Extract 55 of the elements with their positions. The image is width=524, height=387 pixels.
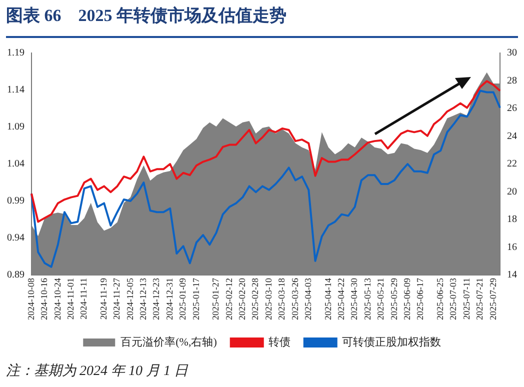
- x-tick-label: 2024-10-16: [39, 278, 50, 320]
- x-tick-label: 2025-01-17: [190, 278, 201, 320]
- x-tick-label: 2024-10-08: [26, 278, 36, 320]
- x-tick-label: 2025-02-12: [224, 278, 234, 320]
- x-tick-label: 2024-11-01: [65, 278, 76, 320]
- x-tick-label: 2024-11-27: [112, 278, 122, 320]
- x-tick-label: 2024-12-31: [164, 278, 174, 320]
- y-tick-label: 0.89: [7, 270, 24, 281]
- legend-label: 百元溢价率(%,右轴): [120, 335, 218, 348]
- x-tick-label: 2025-04-03: [303, 278, 313, 320]
- y-tick-label: 0.94: [7, 232, 24, 244]
- y2-tick-label: 28: [507, 75, 517, 86]
- x-tick-label: 2024-12-05: [124, 278, 135, 320]
- x-tick-label: 2025-04-22: [336, 278, 346, 320]
- x-tick-label: 2025-05-13: [362, 278, 372, 320]
- x-tick-label: 2025-07-21: [474, 278, 485, 320]
- x-tick-label: 2025-02-20: [237, 278, 248, 320]
- y-tick-label: 1.09: [7, 122, 24, 133]
- x-tick-label: 2025-06-09: [402, 278, 412, 320]
- x-tick-label: 2025-06-25: [434, 278, 445, 320]
- legend-label: 可转债正股加权指数: [342, 335, 441, 348]
- y2-tick-label: 30: [507, 48, 517, 59]
- x-tick-label: 2024-10-24: [52, 278, 62, 320]
- legend-label: 转债: [268, 336, 290, 348]
- x-tick-label: 2025-07-11: [461, 278, 472, 320]
- y-tick-label: 1.19: [7, 48, 24, 59]
- x-tick-label: 2025-04-30: [349, 278, 360, 320]
- y-tick-label: 1.04: [7, 158, 24, 170]
- x-tick-label: 2025-03-26: [290, 278, 300, 320]
- x-tick-label: 2025-06-17: [415, 278, 426, 320]
- y2-tick-label: 16: [507, 242, 517, 253]
- x-tick-label: 2025-01-09: [178, 278, 188, 320]
- x-tick-label: 2024-12-13: [138, 278, 148, 320]
- x-tick-label: 2025-02-28: [250, 278, 260, 320]
- y2-tick-label: 20: [507, 186, 517, 198]
- x-tick-label: 2025-01-27: [210, 278, 221, 320]
- x-tick-label: 2024-11-11: [78, 278, 89, 320]
- x-tick-label: 2025-03-18: [276, 278, 287, 320]
- x-tick-label: 2025-05-29: [388, 278, 399, 320]
- y2-tick-label: 18: [507, 214, 517, 226]
- text: 注：基期为 2024 年 10 月 1 日: [6, 362, 188, 380]
- y2-tick-label: 22: [507, 158, 517, 170]
- chart-title: 图表 66 2025 年转债市场及估值走势: [6, 5, 286, 27]
- y2-tick-label: 26: [507, 103, 517, 114]
- x-tick-label: 2025-03-10: [263, 278, 274, 320]
- y-tick-label: 0.99: [7, 196, 24, 207]
- x-tick-label: 2025-04-14: [322, 278, 333, 320]
- y2-tick-label: 24: [507, 130, 517, 142]
- x-tick-label: 2025-07-03: [448, 278, 458, 320]
- x-tick-label: 2024-11-19: [98, 278, 108, 320]
- x-tick-label: 2024-12-23: [151, 278, 162, 320]
- x-tick-label: 2025-07-29: [488, 278, 498, 320]
- y-tick-label: 1.14: [7, 84, 24, 96]
- x-tick-label: 2025-05-21: [376, 278, 386, 320]
- y2-tick-label: 14: [507, 270, 517, 281]
